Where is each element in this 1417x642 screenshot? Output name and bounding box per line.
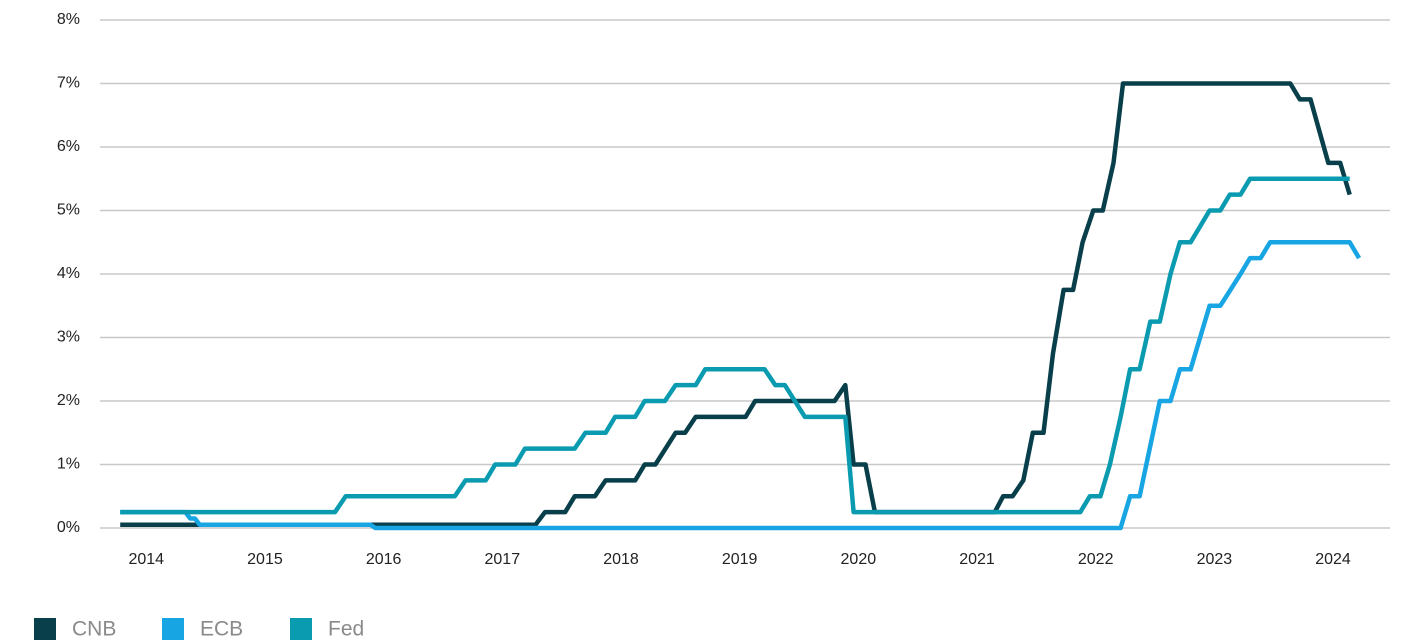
y-tick-label: 2% bbox=[57, 392, 80, 409]
x-tick-label: 2017 bbox=[485, 551, 521, 568]
y-tick-label: 6% bbox=[57, 138, 80, 155]
y-tick-label: 7% bbox=[57, 75, 80, 92]
x-tick-label: 2016 bbox=[366, 551, 402, 568]
x-tick-label: 2015 bbox=[247, 551, 283, 568]
x-tick-label: 2021 bbox=[959, 551, 995, 568]
x-tick-label: 2022 bbox=[1078, 551, 1114, 568]
legend-label: Fed bbox=[328, 618, 364, 641]
legend-swatch bbox=[290, 618, 312, 640]
y-tick-label: 1% bbox=[57, 456, 80, 473]
legend-swatch bbox=[34, 618, 56, 640]
x-tick-label: 2014 bbox=[128, 551, 164, 568]
y-tick-label: 5% bbox=[57, 202, 80, 219]
line-series bbox=[120, 240, 1362, 531]
x-tick-label: 2020 bbox=[841, 551, 877, 568]
legend-label: CNB bbox=[72, 618, 116, 641]
y-tick-label: 4% bbox=[57, 265, 80, 282]
x-tick-label: 2024 bbox=[1315, 551, 1351, 568]
legend-swatch bbox=[162, 618, 184, 640]
legend-label: ECB bbox=[200, 618, 243, 641]
x-tick-label: 2019 bbox=[722, 551, 758, 568]
y-tick-label: 3% bbox=[57, 329, 80, 346]
x-tick-label: 2018 bbox=[603, 551, 639, 568]
line-series bbox=[120, 176, 1350, 515]
y-tick-label: 8% bbox=[57, 11, 80, 28]
x-tick-label: 2023 bbox=[1197, 551, 1233, 568]
y-tick-label: 0% bbox=[57, 519, 80, 536]
